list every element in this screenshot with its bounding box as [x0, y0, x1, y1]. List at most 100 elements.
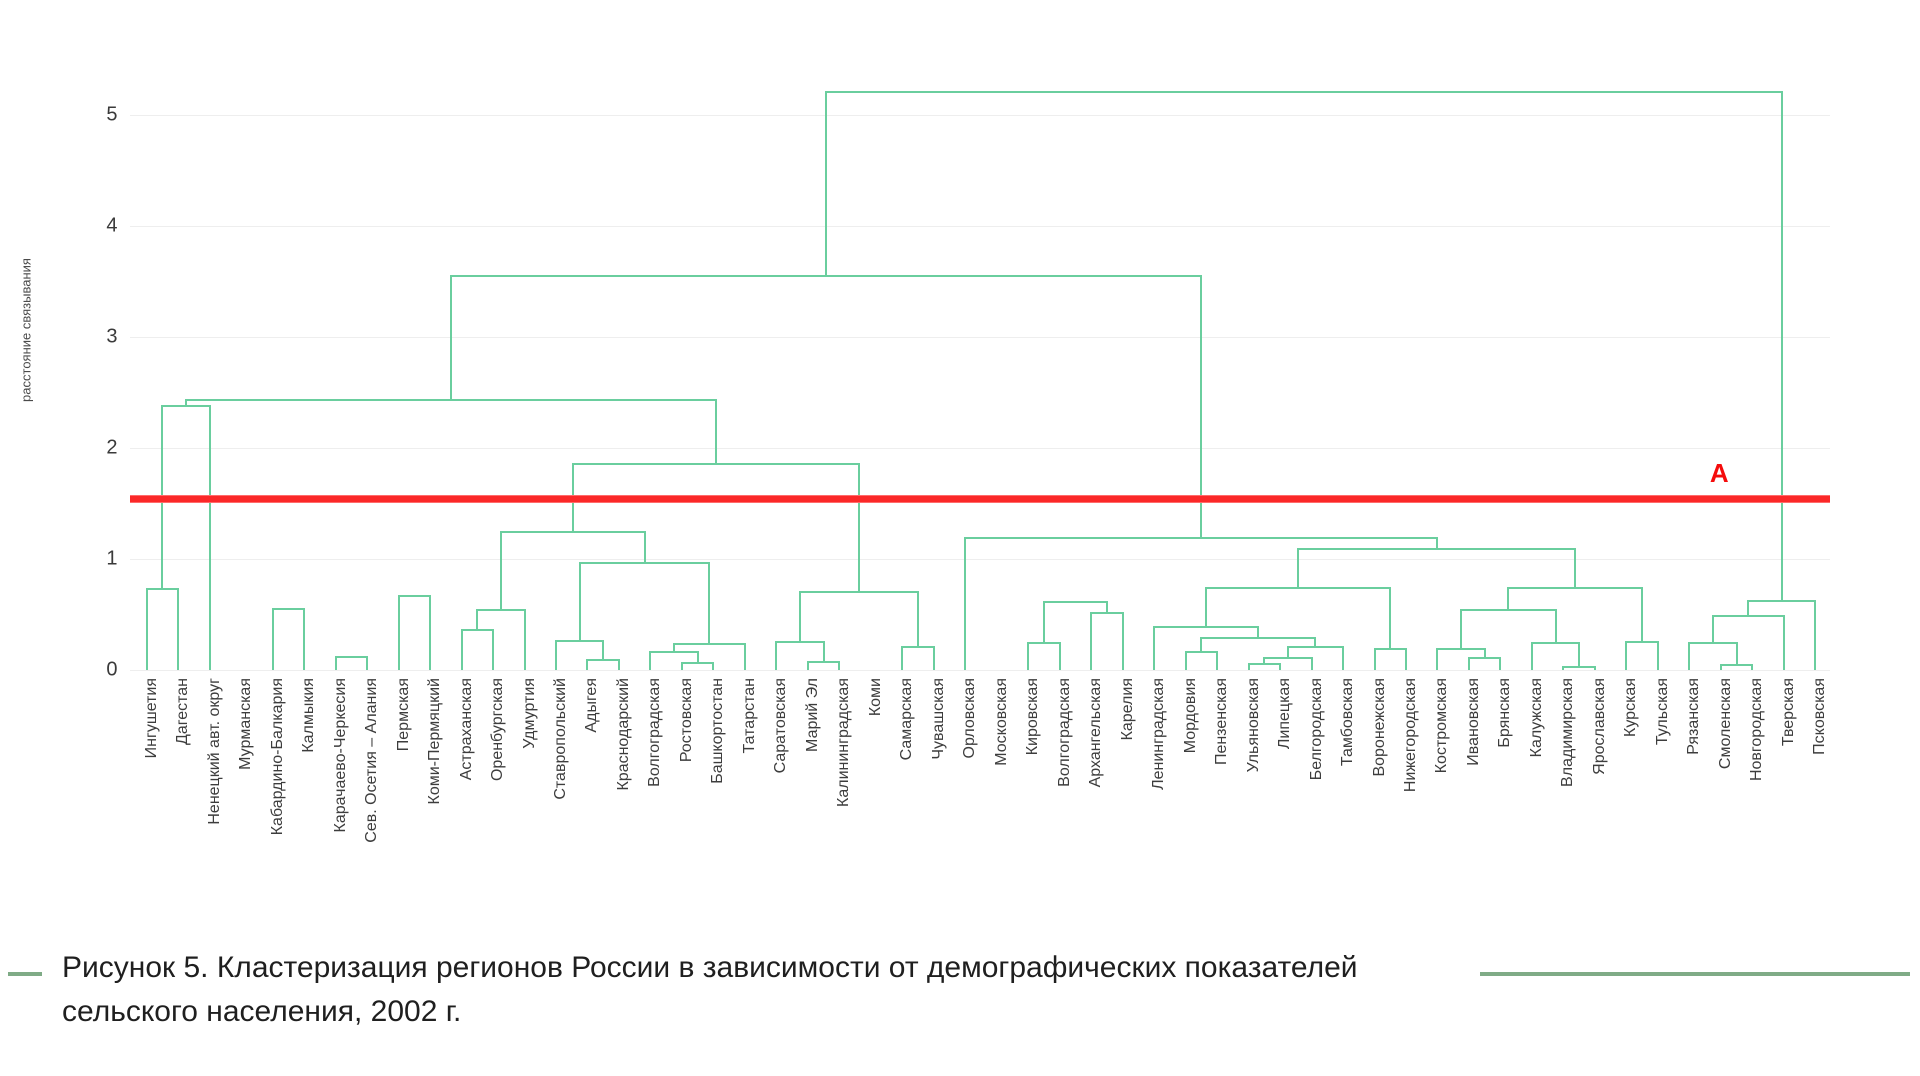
x-tick-label: Кабардино-Балкария	[268, 678, 286, 836]
x-tick-label: Архангельская	[1087, 678, 1105, 788]
y-tick-label: 4	[106, 214, 118, 237]
dendrogram-link	[917, 591, 920, 646]
dendrogram-link	[617, 658, 620, 670]
dendrogram-link	[586, 658, 618, 661]
x-tick-label: Пензенская	[1213, 678, 1231, 766]
dendrogram-link	[1200, 636, 1203, 652]
gridline	[130, 337, 1830, 339]
x-tick-label: Ивановская	[1464, 678, 1482, 766]
dendrogram-link	[964, 536, 1436, 539]
dendrogram-link	[673, 643, 676, 652]
dendrogram-link	[680, 662, 713, 665]
dendrogram-link	[145, 587, 178, 590]
x-tick-label: Пермская	[394, 678, 412, 752]
y-tick-label: 3	[106, 325, 118, 348]
dendrogram-link	[1042, 601, 1106, 604]
x-tick-label: Тверская	[1779, 678, 1797, 747]
dendrogram-link	[743, 643, 746, 670]
dendrogram-link	[1027, 642, 1059, 645]
dendrogram-link	[449, 275, 452, 400]
x-tick-label: Владимирская	[1559, 678, 1577, 787]
x-tick-label: Волгоградская	[646, 678, 664, 787]
dendrogram-link	[1184, 651, 1217, 654]
dendrogram-link	[901, 645, 933, 648]
dendrogram-link	[161, 404, 209, 407]
dendrogram-link	[1782, 614, 1785, 670]
dendrogram-link	[680, 662, 683, 670]
dendrogram-link	[1711, 614, 1714, 643]
gridline	[130, 226, 1830, 228]
dendrogram-link	[1436, 647, 1439, 670]
x-tick-label: Ставропольский	[552, 678, 569, 800]
gridline	[130, 448, 1830, 450]
x-tick-label: Татарстан	[740, 678, 758, 754]
x-tick-label: Псковская	[1811, 678, 1829, 755]
dendrogram-link	[1719, 664, 1722, 670]
gridline	[130, 559, 1830, 561]
x-tick-label: Липецкая	[1276, 678, 1294, 750]
x-tick-label: Ингушетия	[142, 678, 160, 759]
dendrogram-link	[1562, 665, 1594, 668]
dendrogram-link	[1436, 647, 1484, 650]
x-tick-label: Костромская	[1433, 678, 1451, 774]
x-tick-label: Карачаево-Черкесия	[331, 678, 349, 833]
y-tick-label: 2	[106, 436, 118, 459]
x-tick-label: Оренбургская	[489, 678, 507, 782]
dendrogram-link	[1373, 647, 1376, 670]
x-tick-label: Брянская	[1496, 678, 1514, 748]
dendrogram-link	[185, 399, 188, 405]
x-tick-label: Ростовская	[677, 678, 695, 763]
dendrogram-link	[1090, 612, 1122, 615]
dendrogram-link	[571, 462, 858, 465]
dendrogram-link	[1688, 642, 1736, 645]
y-tick-label: 5	[106, 103, 118, 126]
dendrogram-link	[1200, 275, 1202, 537]
dendrogram-link	[673, 643, 744, 646]
dendrogram-link	[1711, 614, 1783, 617]
dendrogram-link	[1593, 665, 1596, 670]
x-tick-label: Самарская	[898, 678, 916, 761]
dendrogram-link	[1554, 609, 1557, 643]
x-tick-label: Коми	[866, 678, 884, 717]
x-tick-label: Марий Эл	[803, 678, 821, 752]
dendrogram-link	[271, 607, 274, 670]
dendrogram-link	[1297, 548, 1575, 550]
dendrogram-link	[602, 640, 605, 659]
x-tick-label: Орловская	[961, 678, 979, 759]
dendrogram-link	[708, 562, 711, 644]
dendrogram-link	[1342, 645, 1345, 670]
dendrogram-link	[798, 591, 801, 642]
dendrogram-link	[1499, 656, 1502, 670]
dendrogram-link	[714, 399, 717, 463]
x-tick-label: Сев. Осетия – Алания	[363, 678, 381, 843]
dendrogram-chart: расстояние связывания 0 1 2 3 4 5 A Ингушетия…	[19, 91, 1830, 843]
dendrogram-link	[1562, 665, 1565, 670]
dendrogram-link	[578, 562, 581, 641]
dendrogram-link	[1751, 664, 1754, 670]
x-tick-label: Кировская	[1024, 678, 1042, 756]
dendrogram-link	[1389, 586, 1392, 648]
x-tick-label: Ульяновская	[1244, 678, 1262, 773]
dendrogram-link	[775, 641, 778, 670]
x-tick-label: Курская	[1622, 678, 1640, 737]
x-tick-label: Краснодарский	[614, 678, 632, 791]
dendrogram-link	[1205, 586, 1390, 589]
x-tick-label: Астраханская	[457, 678, 475, 781]
x-tick-label: Белгородская	[1307, 678, 1325, 781]
dendrogram-link	[429, 594, 432, 670]
cluster-annotation-a: A	[1709, 458, 1729, 489]
dendrogram-link	[555, 640, 603, 643]
dendrogram-link	[901, 645, 904, 670]
dendrogram-link	[1460, 609, 1555, 611]
dendrogram-link	[449, 275, 1200, 278]
x-tick-label: Тульская	[1653, 678, 1671, 746]
dendrogram-link	[1507, 586, 1510, 609]
dendrogram-link	[555, 640, 557, 670]
dendrogram-link	[1467, 656, 1500, 659]
dendrogram-link	[649, 651, 652, 670]
x-tick-label: Адыгея	[583, 678, 601, 733]
dendrogram-link	[397, 594, 430, 597]
dendrogram-link	[806, 661, 839, 664]
dendrogram-link	[476, 609, 479, 629]
